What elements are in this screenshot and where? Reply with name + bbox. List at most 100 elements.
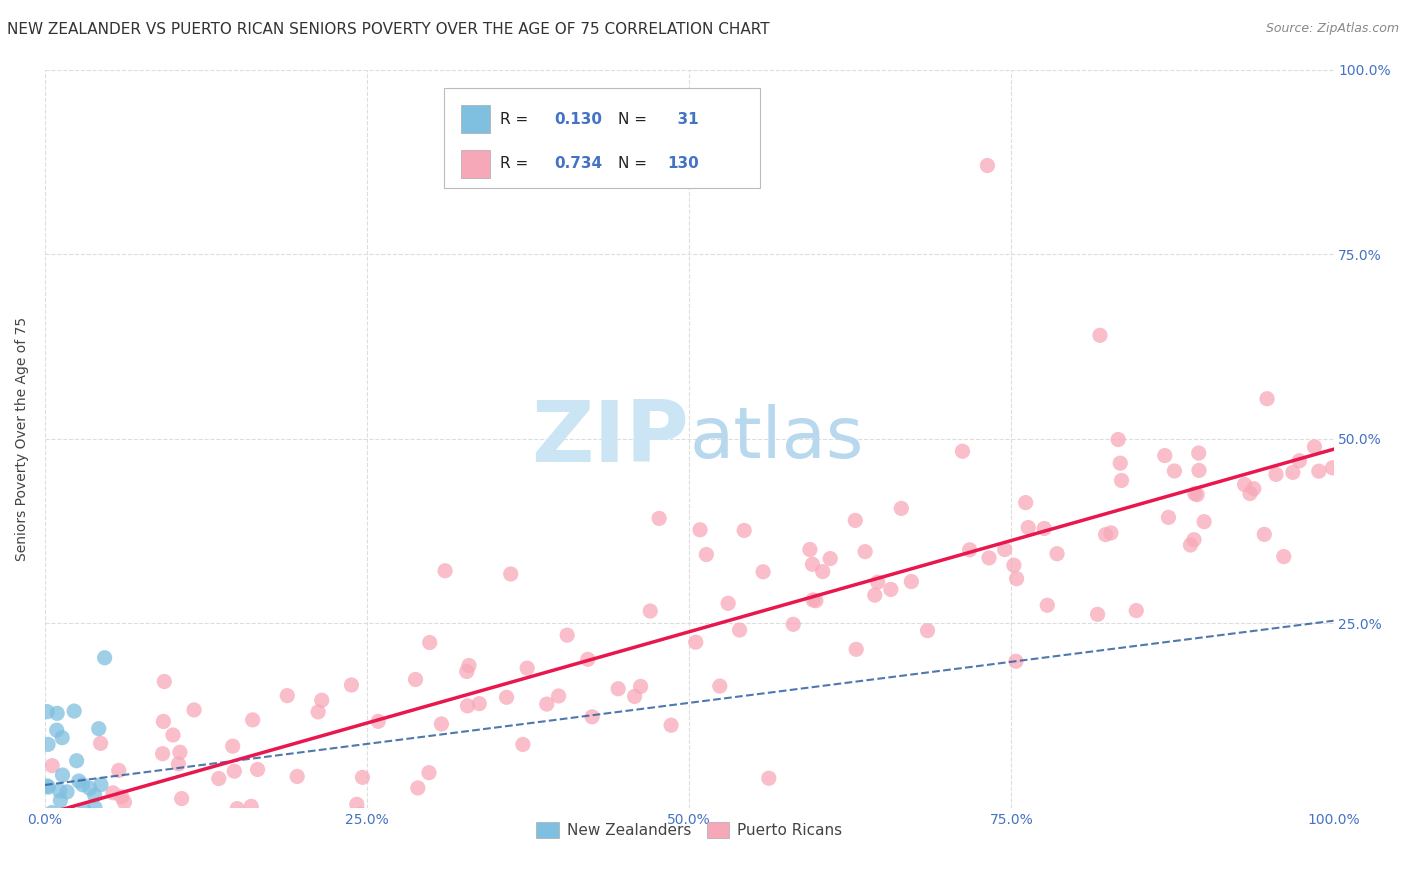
Point [1111, 474, 1133, 488]
Point [405, 673, 427, 687]
Point [1192, 515, 1215, 529]
Point [221, 739, 243, 753]
Point [576, 652, 599, 666]
Point [346, 797, 368, 812]
Point [1046, 547, 1069, 561]
Point [183, 703, 205, 717]
Point [37, 779, 59, 793]
Point [350, 807, 373, 822]
Point [959, 542, 981, 557]
Point [976, 159, 998, 173]
Point [1094, 527, 1116, 541]
Point [208, 772, 231, 786]
Point [101, 867, 124, 881]
Point [226, 801, 249, 815]
Point [581, 710, 603, 724]
Point [1322, 460, 1344, 475]
Point [1303, 440, 1326, 454]
FancyBboxPatch shape [461, 150, 489, 178]
Point [51, 731, 73, 745]
Text: N =: N = [619, 156, 652, 171]
Point [1088, 328, 1111, 343]
Text: R =: R = [499, 112, 533, 127]
Point [1005, 572, 1028, 586]
Point [659, 718, 682, 732]
Point [67, 774, 90, 789]
Point [866, 575, 889, 590]
Point [952, 444, 974, 458]
Point [1125, 603, 1147, 617]
Point [900, 574, 922, 589]
Point [87, 722, 110, 736]
Text: 0.130: 0.130 [554, 112, 602, 127]
Point [167, 756, 190, 771]
Point [638, 604, 661, 618]
Point [890, 501, 912, 516]
Point [340, 678, 363, 692]
Point [1188, 446, 1211, 460]
Point [90, 736, 112, 750]
Point [689, 523, 711, 537]
Point [1033, 521, 1056, 535]
Text: R =: R = [499, 156, 533, 171]
Point [51, 768, 73, 782]
Point [83, 789, 105, 803]
Point [37, 822, 59, 836]
Y-axis label: Seniors Poverty Over the Age of 75: Seniors Poverty Over the Age of 75 [15, 317, 30, 561]
Point [242, 713, 264, 727]
Point [801, 558, 824, 572]
Point [717, 596, 740, 610]
Point [406, 780, 429, 795]
Point [1180, 538, 1202, 552]
Point [37, 705, 59, 719]
Point [352, 770, 374, 784]
Point [499, 566, 522, 581]
Point [853, 544, 876, 558]
Point [240, 799, 263, 814]
FancyBboxPatch shape [461, 105, 489, 134]
Text: ZIP: ZIP [531, 397, 689, 480]
FancyBboxPatch shape [444, 88, 761, 187]
Point [1308, 464, 1330, 478]
Point [863, 588, 886, 602]
Point [84, 819, 107, 833]
Point [1272, 549, 1295, 564]
Point [45, 723, 67, 738]
Point [977, 550, 1000, 565]
Point [93, 650, 115, 665]
Point [162, 728, 184, 742]
Point [844, 513, 866, 527]
Point [804, 593, 827, 607]
Point [818, 551, 841, 566]
Point [1014, 495, 1036, 509]
Point [79, 855, 101, 869]
Point [1182, 533, 1205, 547]
Point [623, 690, 645, 704]
Point [695, 548, 717, 562]
Point [516, 661, 538, 675]
Text: 130: 130 [668, 156, 699, 171]
Point [285, 769, 308, 783]
Point [1239, 486, 1261, 500]
Text: 0.734: 0.734 [554, 156, 602, 171]
Point [246, 763, 269, 777]
Point [1256, 392, 1278, 406]
Point [170, 791, 193, 805]
Point [46, 706, 69, 721]
Point [430, 717, 453, 731]
Point [648, 511, 671, 525]
Point [458, 658, 481, 673]
Point [456, 665, 478, 679]
Point [752, 565, 775, 579]
Point [1036, 599, 1059, 613]
Point [1185, 487, 1208, 501]
Text: Source: ZipAtlas.com: Source: ZipAtlas.com [1265, 22, 1399, 36]
Point [1163, 464, 1185, 478]
Point [311, 693, 333, 707]
Point [418, 765, 440, 780]
Point [880, 582, 903, 597]
Point [733, 524, 755, 538]
Text: 31: 31 [668, 112, 699, 127]
Point [60, 837, 83, 851]
Point [845, 642, 868, 657]
